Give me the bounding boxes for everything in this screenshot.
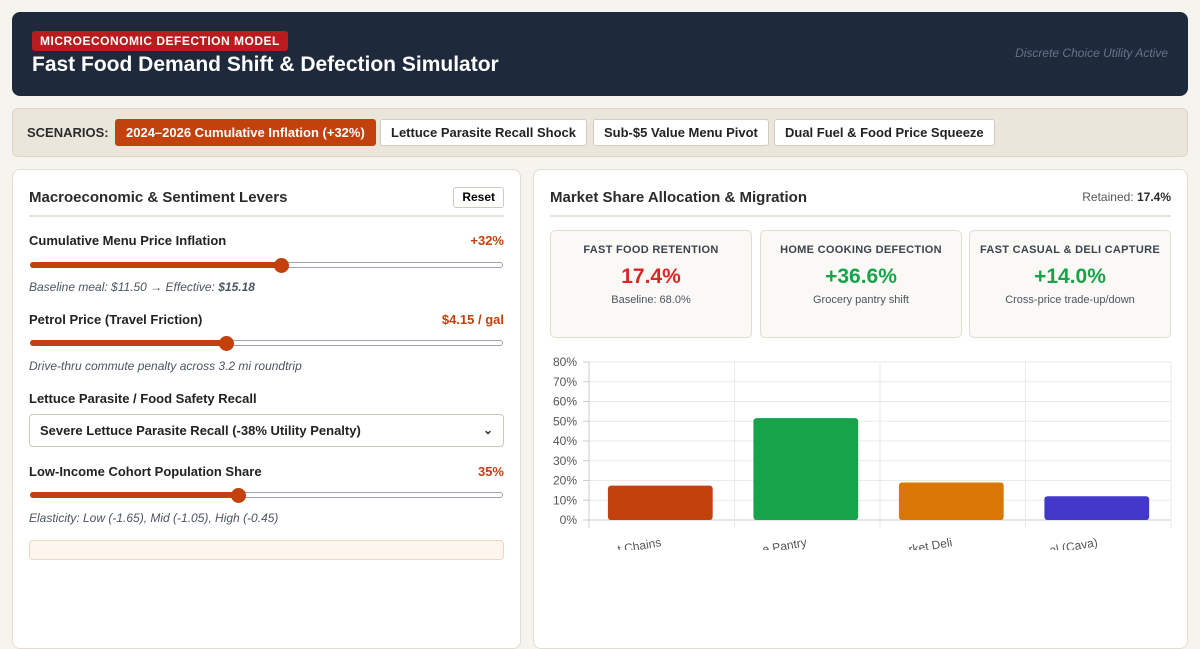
petrol-slider-handle[interactable] [219,336,235,351]
recall-label: Lettuce Parasite / Food Safety Recall [29,391,257,406]
petrol-slider[interactable] [30,336,503,351]
cohort-slider-handle[interactable] [231,488,247,503]
cohort-value: 35% [477,464,504,479]
scenario-bar: SCENARIOS: 2024–2026 Cumulative Inflatio… [12,108,1188,157]
chevron-down-icon: ⌄ [482,423,493,437]
engine-status: Discrete Choice Utility Active [1015,46,1168,60]
reset-button[interactable]: Reset [453,187,504,208]
scenario-dual-squeeze-button[interactable]: Dual Fuel & Food Price Squeeze [774,119,995,146]
callout-box [29,540,504,560]
recall-select[interactable]: Severe Lettuce Parasite Recall (-38% Uti… [29,414,504,447]
scenario-lettuce-recall-button[interactable]: Lettuce Parasite Recall Shock [380,119,587,146]
levers-title: Macroeconomic & Sentiment Levers [29,189,288,206]
x-tick-label: …rket Deli [896,535,954,550]
kpi-value: +36.6% [825,265,897,288]
cohort-label: Low-Income Cohort Population Share [29,464,262,479]
kpi-label: FAST CASUAL & DELI CAPTURE [980,244,1160,256]
kpi-subtext: Grocery pantry shift [813,294,909,306]
market-panel: Market Share Allocation & Migration Reta… [533,169,1188,649]
market-share-chart: 0% 10% 20% 30% 40% 50% 60% 70% 80% …t Chains …e Pa… [553,355,1172,550]
app-header: MICROECONOMIC DEFECTION MODEL Fast Food … [12,12,1188,96]
y-tick-label: 20% [553,474,577,488]
divider [29,215,504,217]
scenario-inflation-button[interactable]: 2024–2026 Cumulative Inflation (+32%) [115,119,376,146]
bar-3 [898,482,1004,520]
inflation-label: Cumulative Menu Price Inflation [29,233,227,248]
divider [550,215,1171,217]
y-tick-label: 80% [553,355,577,369]
levers-panel: Macroeconomic & Sentiment Levers Reset C… [12,169,521,649]
elasticity-note: Elasticity: Low (-1.65), Mid (-1.05), Hi… [29,511,279,525]
y-tick-label: 40% [553,434,577,448]
petrol-note: Drive-thru commute penalty across 3.2 mi… [29,359,302,373]
petrol-value: $4.15 / gal [441,312,504,327]
kpi-label: HOME COOKING DEFECTION [780,244,942,256]
x-tick-label: …al (Cava) [1037,535,1099,550]
cohort-slider[interactable] [30,488,503,503]
kpi-card-home-cooking: HOME COOKING DEFECTION +36.6% Grocery pa… [760,230,962,338]
x-tick-label: …e Pantry [749,535,807,550]
inflation-note: Baseline meal: $11.50 → Effective: $15.1… [29,280,255,294]
kpi-subtext: Baseline: 68.0% [611,294,691,306]
kpi-label: FAST FOOD RETENTION [583,244,719,256]
retained-value: 17.4% [1136,190,1171,204]
inflation-slider-handle[interactable] [273,258,289,273]
market-title: Market Share Allocation & Migration [550,189,807,206]
recall-selected-value: Severe Lettuce Parasite Recall (-38% Uti… [40,423,361,438]
effective-meal-price: $15.18 [218,280,255,294]
y-tick-label: 60% [553,395,577,409]
y-tick-label: 10% [553,493,577,507]
y-tick-label: 70% [553,375,577,389]
bar-4 [1044,496,1150,520]
petrol-label: Petrol Price (Travel Friction) [29,312,203,327]
model-tag: MICROECONOMIC DEFECTION MODEL [32,31,288,51]
page-title: Fast Food Demand Shift & Defection Simul… [32,53,499,76]
bar-1 [607,485,713,520]
y-tick-label: 50% [553,414,577,428]
kpi-subtext: Cross-price trade-up/down [1005,294,1135,306]
scenario-label: SCENARIOS: [27,125,109,140]
x-tick-label: …t Chains [605,535,663,550]
kpi-value: 17.4% [621,265,681,288]
kpi-card-retention: FAST FOOD RETENTION 17.4% Baseline: 68.0… [550,230,752,338]
kpi-value: +14.0% [1034,265,1106,288]
y-tick-label: 0% [560,513,578,527]
inflation-slider[interactable] [30,258,503,273]
y-tick-label: 30% [553,454,577,468]
inflation-value: +32% [470,233,504,248]
scenario-value-menu-button[interactable]: Sub-$5 Value Menu Pivot [593,119,769,146]
bar-2 [753,418,859,520]
kpi-card-fast-casual: FAST CASUAL & DELI CAPTURE +14.0% Cross-… [969,230,1171,338]
retained-summary: Retained: 17.4% [1082,190,1171,204]
